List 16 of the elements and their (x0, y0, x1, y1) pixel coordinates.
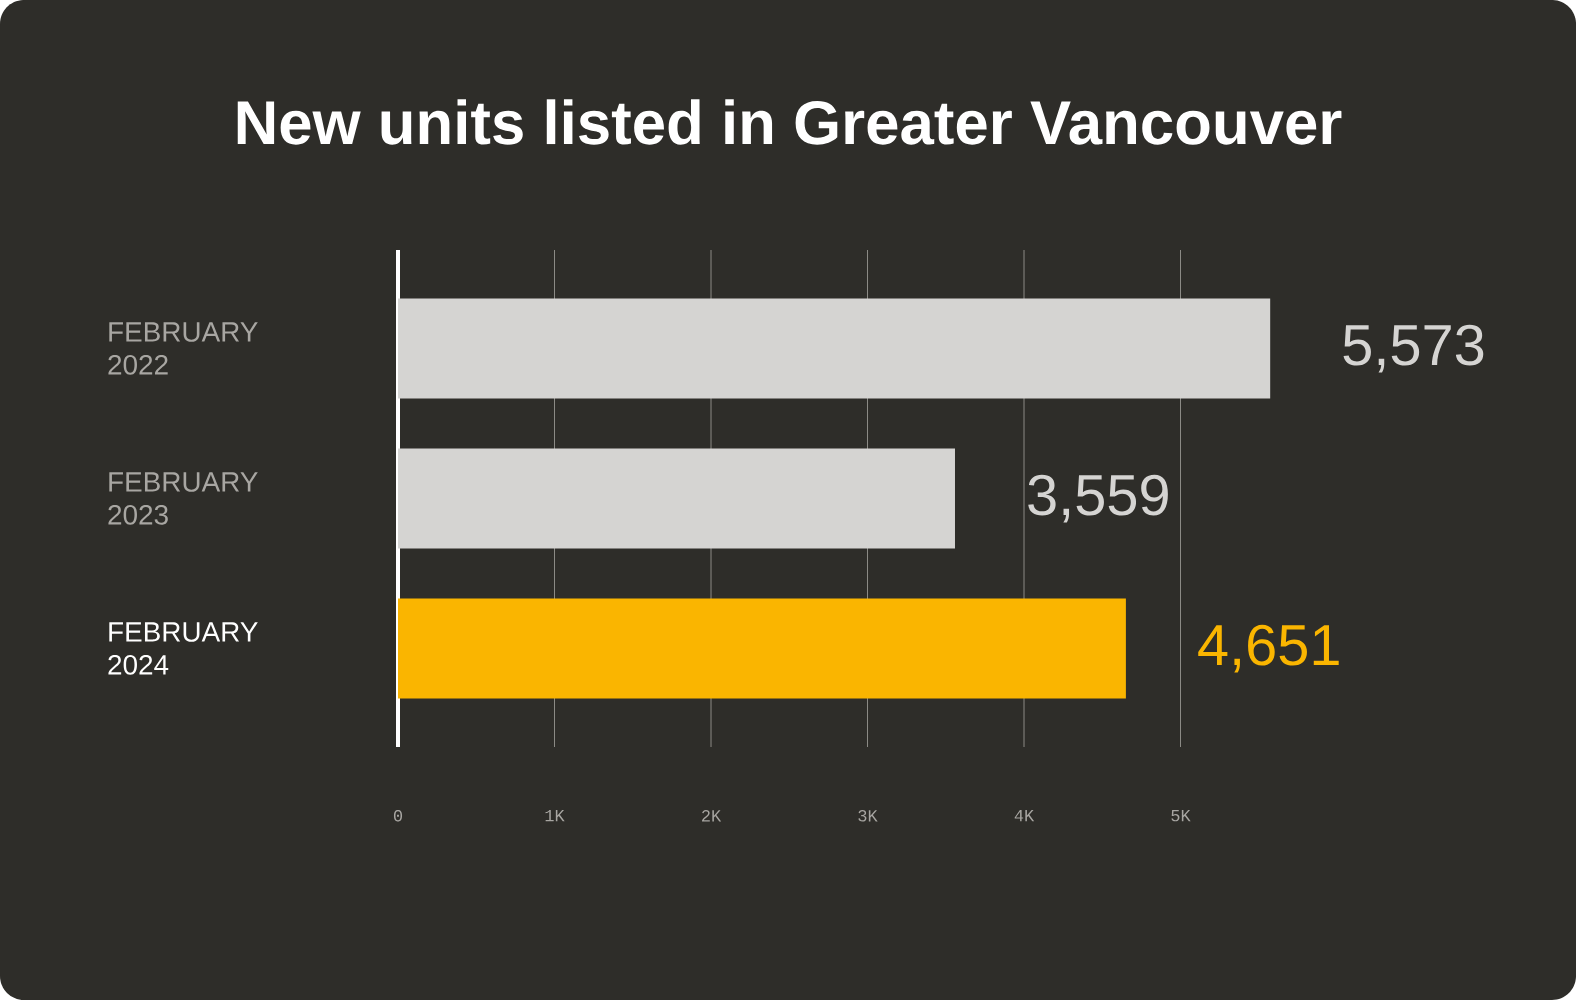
x-tick-label: 5K (1171, 810, 1191, 822)
y-tick-label: FEBRUARY 2024 (108, 622, 258, 675)
x-tick-label: 1K (545, 810, 565, 822)
x-tick-label: 0 (393, 810, 403, 822)
x-tick-label: 4K (1014, 810, 1035, 822)
bar (398, 298, 1271, 399)
y-tick-label: FEBRUARY 2022 (108, 322, 258, 375)
data-label: 3,559 (1028, 474, 1168, 523)
data-label: 5,573 (1343, 324, 1484, 373)
y-tick-label: FEBRUARY 2023 (108, 472, 258, 525)
x-tick-label: 2K (702, 810, 722, 822)
x-tick-label: 3K (858, 810, 878, 822)
chart-title: New units listed in Greater Vancouver (237, 99, 1342, 145)
data-label: 4,651 (1198, 624, 1339, 673)
bar (398, 598, 1126, 699)
bar (398, 448, 955, 549)
